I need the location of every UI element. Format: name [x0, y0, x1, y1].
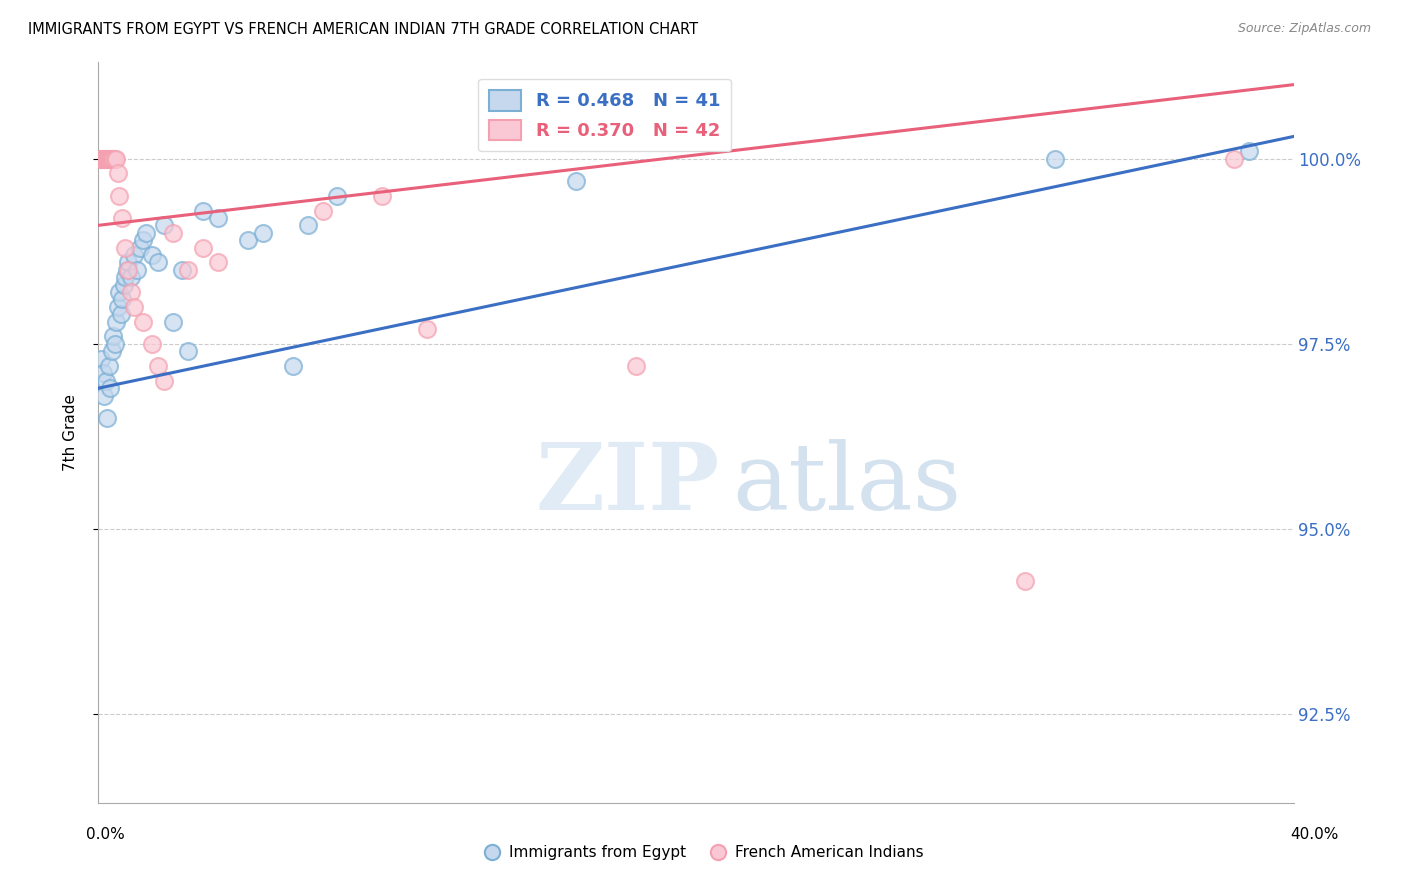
Point [297, 219, 319, 233]
Point [89, 152, 111, 166]
Point [97, 359, 120, 373]
Point [132, 233, 155, 247]
Point [172, 262, 194, 277]
Point [326, 188, 349, 202]
Point [111, 293, 134, 307]
Point [107, 300, 129, 314]
Point [103, 152, 125, 166]
Point [94, 374, 117, 388]
Point [1237, 145, 1260, 159]
Point [117, 262, 139, 277]
Point [101, 152, 124, 166]
Point [191, 241, 214, 255]
Point [141, 336, 163, 351]
Point [117, 255, 139, 269]
Point [96, 152, 118, 166]
Point [135, 226, 157, 240]
Point [124, 248, 146, 262]
Point [101, 152, 124, 166]
Point [148, 359, 170, 373]
Point [91, 152, 114, 166]
Point [127, 262, 149, 277]
Point [281, 359, 304, 373]
Point [148, 255, 170, 269]
Point [120, 270, 142, 285]
Point [110, 307, 132, 321]
Point [90, 351, 112, 366]
Point [103, 329, 125, 343]
Point [311, 203, 333, 218]
Point [1043, 152, 1066, 166]
Point [98, 381, 122, 395]
Point [626, 359, 648, 373]
Point [91, 152, 114, 166]
Point [98, 152, 121, 166]
Point [96, 410, 118, 425]
Point [108, 285, 131, 299]
Text: ZIP: ZIP [536, 440, 720, 530]
Point [93, 152, 115, 166]
Text: IMMIGRANTS FROM EGYPT VS FRENCH AMERICAN INDIAN 7TH GRADE CORRELATION CHART: IMMIGRANTS FROM EGYPT VS FRENCH AMERICAN… [28, 22, 699, 37]
Point [97, 152, 120, 166]
Point [207, 255, 229, 269]
Point [124, 300, 146, 314]
Point [97, 152, 120, 166]
Point [105, 152, 128, 166]
Text: Source: ZipAtlas.com: Source: ZipAtlas.com [1237, 22, 1371, 36]
Point [1223, 152, 1246, 166]
Point [108, 188, 131, 202]
Text: 0.0%: 0.0% [86, 827, 125, 841]
Point [162, 315, 184, 329]
Point [91, 367, 114, 381]
Point [153, 374, 176, 388]
Y-axis label: 7th Grade: 7th Grade [63, 394, 77, 471]
Point [162, 226, 184, 240]
Point [112, 277, 135, 292]
Point [416, 322, 439, 336]
Point [115, 262, 138, 277]
Point [141, 248, 163, 262]
Point [114, 241, 136, 255]
Point [236, 233, 259, 247]
Point [129, 241, 152, 255]
Point [132, 315, 155, 329]
Legend: Immigrants from Egypt, French American Indians: Immigrants from Egypt, French American I… [477, 839, 929, 866]
Point [100, 152, 122, 166]
Point [565, 174, 588, 188]
Point [153, 219, 176, 233]
Point [93, 152, 115, 166]
Point [94, 152, 117, 166]
Point [252, 226, 274, 240]
Point [120, 285, 142, 299]
Point [104, 152, 127, 166]
Point [371, 188, 394, 202]
Point [98, 152, 122, 166]
Point [101, 344, 124, 359]
Point [93, 389, 115, 403]
Legend: R = 0.468   N = 41, R = 0.370   N = 42: R = 0.468 N = 41, R = 0.370 N = 42 [478, 78, 731, 152]
Point [114, 270, 136, 285]
Point [90, 152, 112, 166]
Point [105, 315, 128, 329]
Point [111, 211, 134, 225]
Point [177, 262, 200, 277]
Point [90, 152, 112, 166]
Point [104, 336, 127, 351]
Point [94, 152, 117, 166]
Point [177, 344, 200, 359]
Text: atlas: atlas [733, 440, 962, 530]
Point [107, 167, 129, 181]
Point [191, 203, 214, 218]
Point [96, 152, 118, 166]
Text: 40.0%: 40.0% [1291, 827, 1339, 841]
Point [207, 211, 229, 225]
Point [1014, 574, 1036, 588]
